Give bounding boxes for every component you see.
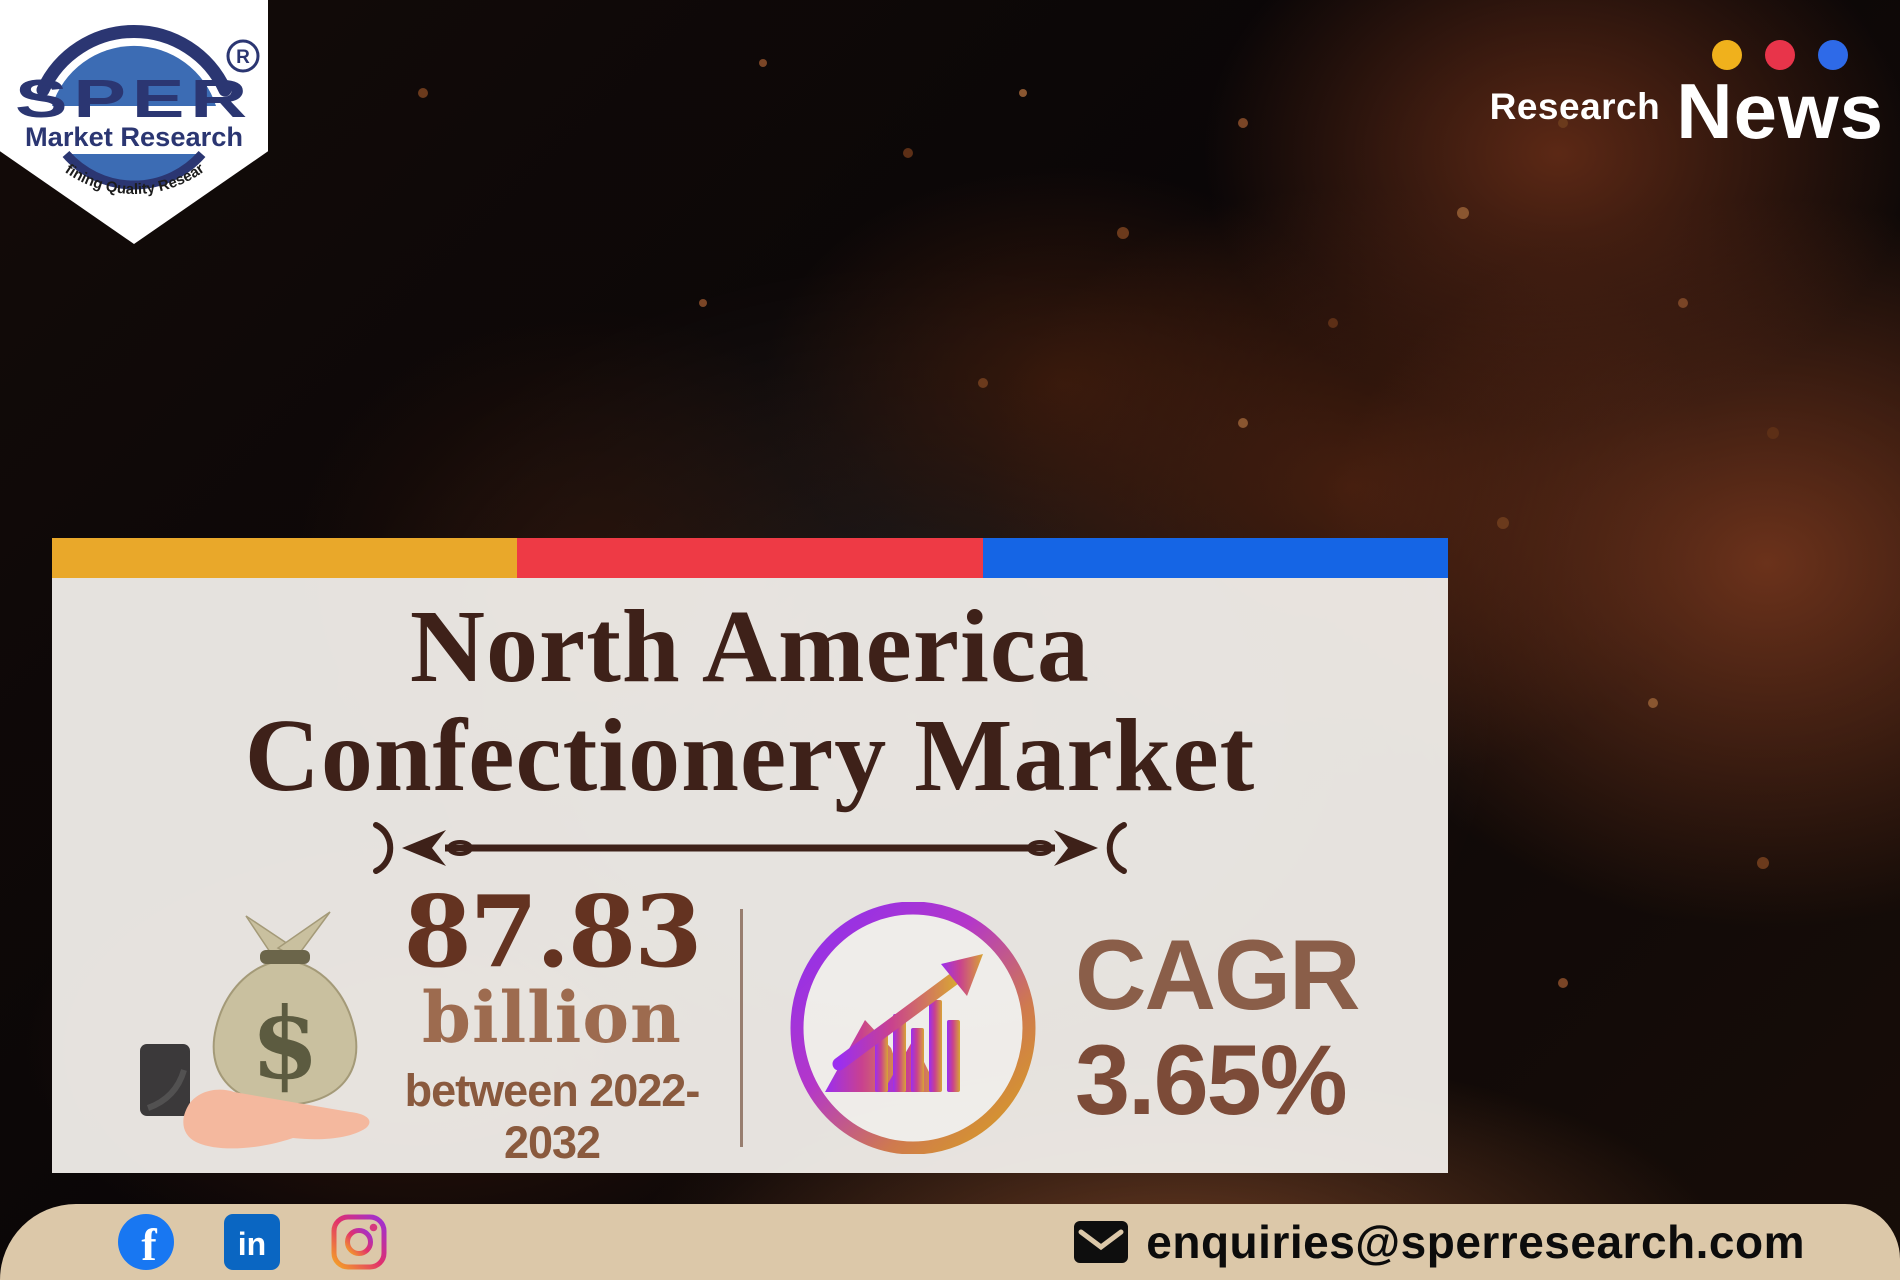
tricolor-red-segment xyxy=(517,538,983,578)
tricolor-blue-segment xyxy=(982,538,1448,578)
envelope-icon xyxy=(1074,1221,1129,1263)
report-title-line2: Confectionery Market xyxy=(244,698,1256,814)
logo-wordmark: SPER xyxy=(15,69,253,129)
panel-body: North America Confectionery Market xyxy=(52,578,1448,1173)
masthead-text: Research News xyxy=(1489,67,1884,155)
bag-tie xyxy=(260,949,310,964)
footer-bar: f in en xyxy=(0,1204,1900,1280)
cagr-label: CAGR xyxy=(1075,918,1360,1030)
ornament-divider xyxy=(373,822,1127,875)
logo-subtitle: Market Research xyxy=(25,122,243,152)
sper-logo: R SPER Market Research Refining Quality … xyxy=(0,0,260,198)
forecast-period: between 2022-2032 xyxy=(404,1065,701,1169)
contact-email[interactable]: enquiries@sperresearch.com xyxy=(1074,1215,1805,1269)
report-title-line1: North America xyxy=(409,589,1091,704)
email-address: enquiries@sperresearch.com xyxy=(1146,1216,1805,1268)
dark-card-decor xyxy=(140,1043,190,1116)
social-links: f in xyxy=(118,1213,388,1271)
stats-row: $ 87.83 billion between 2022-2032 xyxy=(52,875,1448,1169)
linkedin-icon[interactable]: in xyxy=(224,1214,280,1270)
masthead-title: News xyxy=(1676,67,1884,155)
red-dot-icon xyxy=(1765,40,1795,70)
instagram-icon[interactable] xyxy=(330,1213,388,1271)
registered-mark: R xyxy=(236,47,250,68)
logo-top-arc xyxy=(36,24,232,97)
report-title: North America Confectionery Market xyxy=(244,589,1256,814)
masthead-kicker: Research xyxy=(1489,86,1661,127)
svg-text:in: in xyxy=(238,1226,266,1262)
dollar-symbol: $ xyxy=(251,987,319,1102)
tricolor-bar xyxy=(52,538,1448,578)
market-size-block: 87.83 billion between 2022-2032 xyxy=(392,875,712,1169)
vertical-divider xyxy=(740,908,743,1147)
logo-bottom-arc xyxy=(62,151,206,190)
registered-mark-circle xyxy=(226,39,260,73)
masthead-dots xyxy=(1712,40,1848,70)
tricolor-yellow-segment xyxy=(52,538,518,578)
facebook-icon[interactable]: f xyxy=(118,1214,174,1270)
masthead: Research News xyxy=(1489,40,1884,155)
blue-dot-icon xyxy=(1818,40,1848,70)
growth-chart-icon xyxy=(790,901,1036,1154)
hand xyxy=(183,1089,370,1149)
yellow-dot-icon xyxy=(1712,40,1742,70)
cagr-value: 3.65% xyxy=(1075,1023,1348,1135)
cagr-block: CAGR 3.65% xyxy=(1075,918,1360,1135)
logo-blue-dome xyxy=(52,45,216,106)
money-bag-icon: $ xyxy=(140,911,370,1149)
svg-text:f: f xyxy=(141,1219,157,1270)
content-panel: North America Confectionery Market xyxy=(52,538,1448,1173)
market-size-unit: billion xyxy=(422,976,682,1060)
market-size-value: 87.83 xyxy=(403,875,703,991)
